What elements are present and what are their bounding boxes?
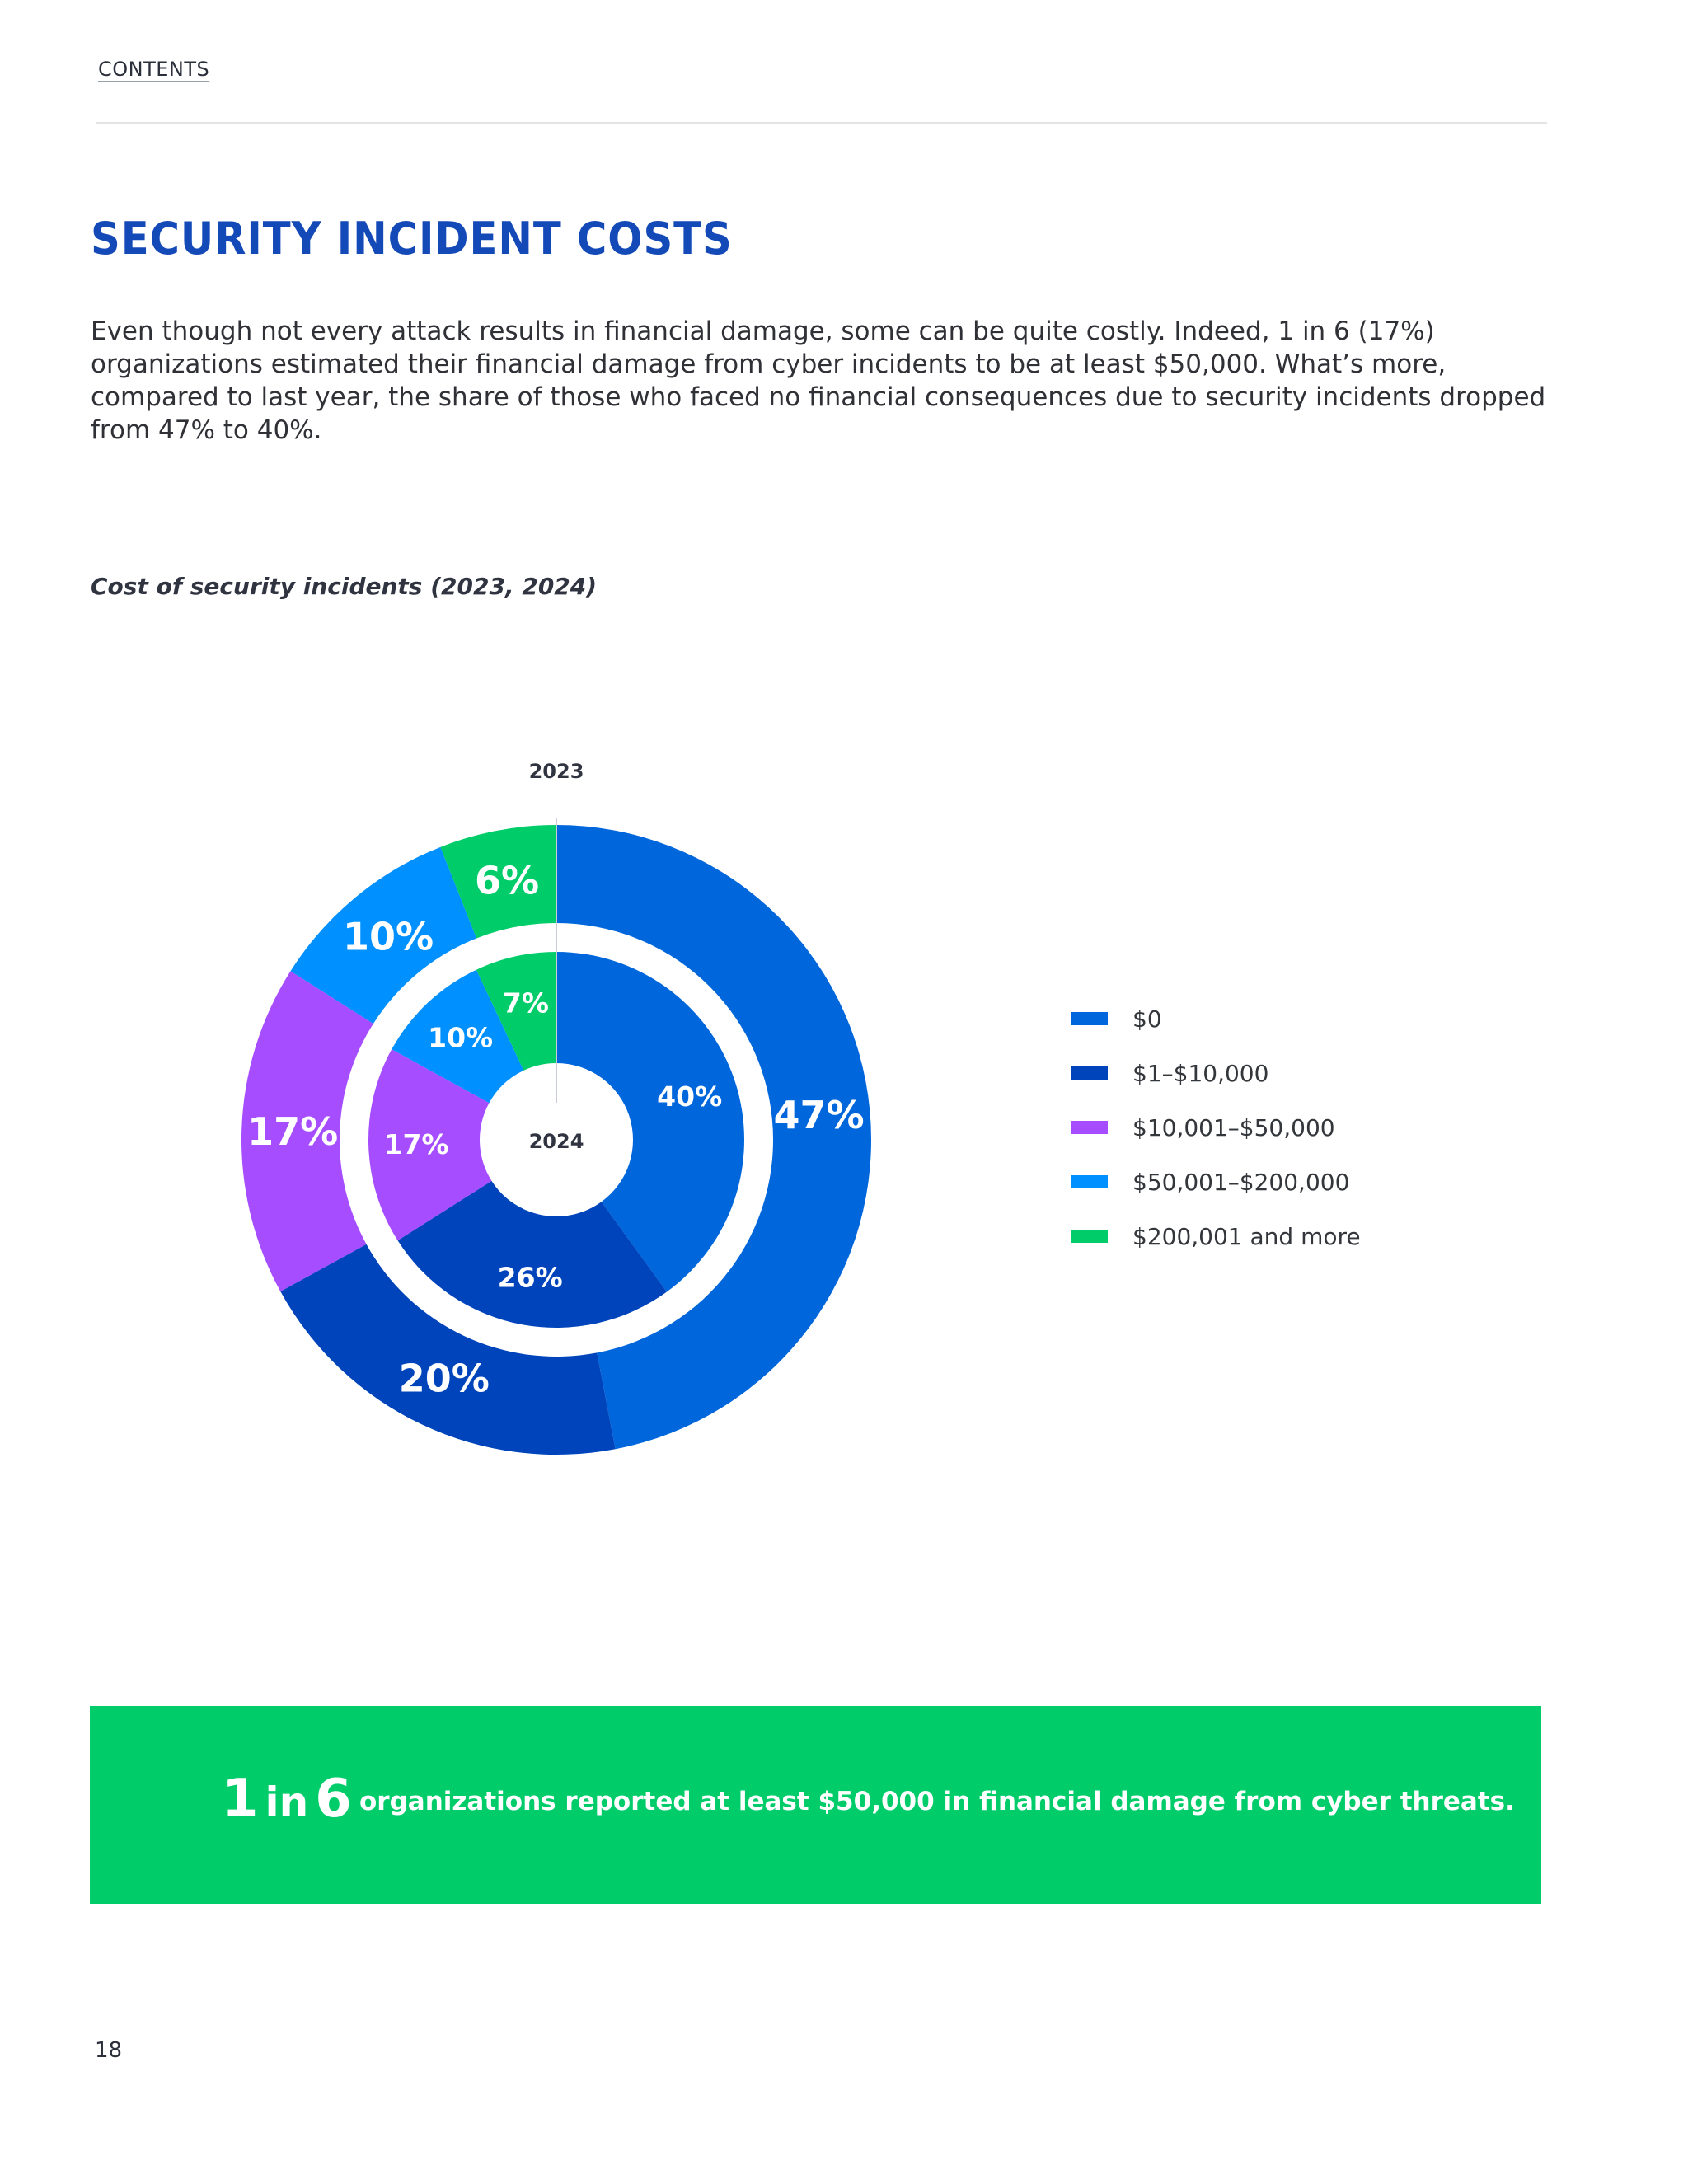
contents-link[interactable]: CONTENTS <box>98 58 210 81</box>
callout-banner: 1 in 6 organizations reported at least $50… <box>90 1706 1541 1904</box>
legend-item-200-001-and-more: $200,001 and more <box>1071 1209 1361 1263</box>
legend-swatch <box>1071 1121 1108 1134</box>
header-divider <box>96 122 1547 124</box>
data-label-2023-10-001-50-000: 17% <box>247 1109 338 1154</box>
slice-2024-50-001-200-000 <box>392 969 524 1104</box>
data-label-2024-1-10-000: 26% <box>498 1261 563 1293</box>
callout-figure: 1 in 6 <box>222 1769 352 1830</box>
callout-text: organizations reported at least $50,000 … <box>359 1787 1515 1816</box>
intro-paragraph: Even though not every attack results in … <box>91 316 1546 445</box>
slice-2023-10-001-50-000 <box>241 971 373 1292</box>
legend-label: $1–$10,000 <box>1132 1059 1269 1087</box>
slice-2023-0 <box>556 825 872 1450</box>
slice-2023-50-001-200-000 <box>290 846 477 1024</box>
legend-swatch <box>1071 1012 1108 1025</box>
outer-ring-series-label: 2023 <box>529 760 584 783</box>
legend-item-10-001-50-000: $10,001–$50,000 <box>1071 1100 1361 1155</box>
slice-2024-0 <box>556 952 745 1292</box>
data-label-2023-0: 47% <box>774 1093 865 1137</box>
data-label-2024-0: 40% <box>657 1080 722 1113</box>
page-title: SECURITY INCIDENT COSTS <box>91 213 733 265</box>
data-label-2024-10-001-50-000: 17% <box>384 1128 449 1160</box>
slice-2023-1-10-000 <box>280 1244 616 1455</box>
legend-label: $0 <box>1132 1005 1162 1033</box>
slice-2023-200-001-and-more <box>440 825 556 939</box>
chart-title: Cost of security incidents (2023, 2024) <box>91 573 598 600</box>
legend-item-0: $0 <box>1071 991 1361 1046</box>
legend-item-1-10-000: $1–$10,000 <box>1071 1046 1361 1100</box>
slice-2024-1-10-000 <box>397 1180 668 1328</box>
data-label-2024-200-001-and-more: 7% <box>503 987 549 1019</box>
legend-item-50-001-200-000: $50,001–$200,000 <box>1071 1155 1361 1209</box>
callout-figure-word: in <box>265 1779 309 1826</box>
inner-ring-series-label: 2024 <box>529 1130 584 1153</box>
chart-legend: $0 $1–$10,000 $10,001–$50,000 $50,001–$200,… <box>1071 991 1361 1263</box>
callout-figure-denominator: 6 <box>315 1769 352 1830</box>
page-number: 18 <box>95 2038 123 2063</box>
legend-swatch <box>1071 1230 1108 1243</box>
legend-swatch <box>1071 1066 1108 1080</box>
legend-swatch <box>1071 1175 1108 1188</box>
legend-label: $50,001–$200,000 <box>1132 1168 1350 1196</box>
callout-figure-number: 1 <box>222 1769 259 1830</box>
nested-donut-chart: 47% 20% 17% 10% 6% 40% 26% 17% 10% 7% 2023 2024 <box>241 760 872 1455</box>
slice-2024-200-001-and-more <box>476 952 556 1071</box>
legend-label: $200,001 and more <box>1132 1222 1361 1250</box>
data-label-2023-50-001-200-000: 10% <box>343 914 434 958</box>
data-label-2024-50-001-200-000: 10% <box>428 1022 493 1054</box>
data-label-2023-200-001-and-more: 6% <box>475 859 539 903</box>
legend-label: $10,001–$50,000 <box>1132 1113 1335 1141</box>
slice-2024-10-001-50-000 <box>368 1049 492 1241</box>
data-label-2023-1-10-000: 20% <box>399 1357 490 1401</box>
